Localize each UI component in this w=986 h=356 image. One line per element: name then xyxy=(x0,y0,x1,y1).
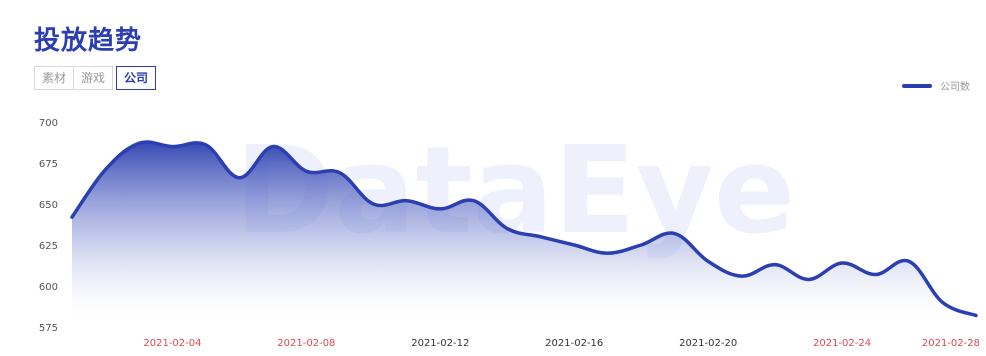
data-point[interactable] xyxy=(703,256,713,266)
tab-material[interactable]: 素材 xyxy=(34,66,75,90)
y-tick-label: 625 xyxy=(39,241,58,252)
y-tick-label: 700 xyxy=(39,118,58,129)
data-point[interactable] xyxy=(502,224,512,234)
data-point[interactable] xyxy=(201,140,211,150)
tab-game[interactable]: 游戏 xyxy=(73,66,114,90)
chart-legend[interactable]: 公司数 xyxy=(902,78,970,93)
x-tick-label: 2021-02-20 xyxy=(679,338,737,349)
y-tick-label: 600 xyxy=(39,282,58,293)
tab-company[interactable]: 公司 xyxy=(116,66,157,90)
data-point[interactable] xyxy=(603,248,613,258)
data-point[interactable] xyxy=(100,165,110,175)
x-tick-label: 2021-02-24 xyxy=(813,338,871,349)
data-point[interactable] xyxy=(268,142,278,152)
legend-line-swatch xyxy=(902,83,932,88)
x-tick-label: 2021-02-08 xyxy=(277,338,335,349)
x-tick-label: 2021-02-16 xyxy=(545,338,603,349)
data-point[interactable] xyxy=(335,168,345,178)
data-point[interactable] xyxy=(435,204,445,214)
data-point[interactable] xyxy=(569,240,579,250)
legend-label: 公司数 xyxy=(940,82,970,93)
data-point[interactable] xyxy=(804,274,814,284)
data-point[interactable] xyxy=(971,311,981,321)
y-tick-label: 650 xyxy=(39,200,58,211)
data-point[interactable] xyxy=(670,229,680,239)
y-tick-label: 575 xyxy=(39,323,58,334)
data-point[interactable] xyxy=(636,240,646,250)
data-point[interactable] xyxy=(301,166,311,176)
data-point[interactable] xyxy=(134,138,144,148)
page-title: 投放趋势 xyxy=(34,26,143,56)
series-line[interactable] xyxy=(70,140,978,318)
data-point[interactable] xyxy=(469,196,479,206)
data-point[interactable] xyxy=(837,258,847,268)
data-point[interactable] xyxy=(871,270,881,280)
tab-group: 素材 游戏 公司 xyxy=(34,66,157,90)
x-tick-label: 2021-02-28 xyxy=(922,338,980,349)
data-point[interactable] xyxy=(904,256,914,266)
data-point[interactable] xyxy=(770,260,780,270)
data-point[interactable] xyxy=(67,212,77,222)
x-tick-label: 2021-02-12 xyxy=(411,338,469,349)
x-axis: 2021-02-04 2021-02-08 2021-02-12 2021-02-16… xyxy=(143,338,980,349)
x-tick-label: 2021-02-04 xyxy=(143,338,201,349)
data-point[interactable] xyxy=(234,173,244,183)
data-point[interactable] xyxy=(536,232,546,242)
data-point[interactable] xyxy=(402,196,412,206)
y-axis: 575 600 625 650 675 700 xyxy=(39,118,58,334)
data-point[interactable] xyxy=(938,297,948,307)
data-point[interactable] xyxy=(737,271,747,281)
y-tick-label: 675 xyxy=(39,159,58,170)
data-point[interactable] xyxy=(368,199,378,209)
data-point[interactable] xyxy=(167,142,177,152)
